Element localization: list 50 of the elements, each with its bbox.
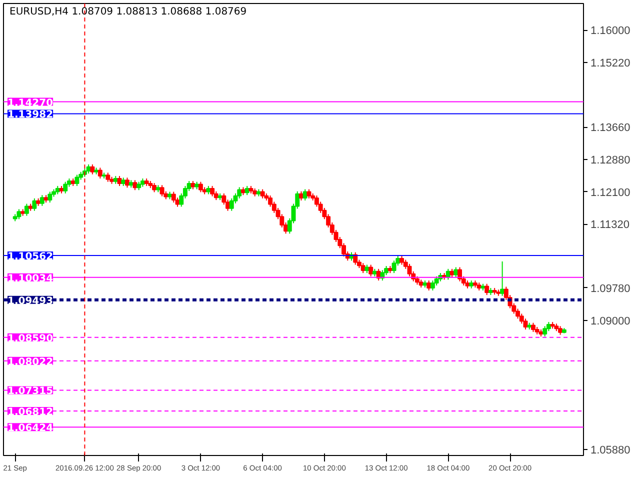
candlestick [106,172,110,182]
ref-line-label: 1.14270 [8,98,54,109]
ref-line-label: 1.10034 [8,273,54,284]
candlestick [124,177,130,188]
candlestick [160,184,164,197]
chart-title: EURUSD,H4 1.08709 1.08813 1.08688 1.08769 [10,6,247,18]
candlestick [454,266,458,278]
candlestick [48,191,52,204]
y-tick-label: 1.12100 [590,186,630,199]
candlestick [24,203,29,216]
y-tick-label: 1.11320 [590,219,630,232]
candlestick [90,164,95,175]
ref-line-label: 1.13982 [8,110,54,121]
candlestick [210,185,215,197]
y-tick-label: 1.05880 [590,444,630,457]
candlestick [171,191,176,204]
candlestick [63,181,68,194]
candlestick [132,180,138,191]
candlestick [306,188,312,199]
candlestick [298,190,304,201]
candlestick [542,326,548,337]
candlestick [500,260,505,296]
ref-line-label: 1.06812 [8,407,54,418]
candlestick [426,280,432,291]
y-tick-label: 1.13660 [590,122,630,134]
candlestick [40,194,44,206]
candlestick [430,280,435,291]
candlestick [98,167,102,179]
y-tick-label: 1.16000 [590,25,630,38]
y-tick-label: 1.09000 [590,315,630,328]
ref-line-label: 1.07315 [8,386,54,398]
candlestick [530,322,536,332]
candlestick [368,264,374,277]
candlestick [198,181,203,193]
ref-line-label: 1.10562 [8,252,54,263]
candlestick [458,266,462,282]
candlestick [260,188,265,199]
candlestick [484,283,490,296]
candlestick [392,260,396,274]
candlestick [229,198,234,212]
ref-line-label: 1.08590 [8,333,54,344]
y-tick-label: 1.09780 [590,282,630,295]
y-tick-label: 1.12880 [590,154,630,166]
candlestick [32,198,37,212]
ref-line-label: 1.09493 [8,296,54,307]
candlestick [16,208,22,220]
ref-line-label: 1.08022 [8,356,54,368]
y-tick-label: 1.15220 [590,57,630,70]
candlestick [152,182,157,193]
candlestick [74,174,80,186]
